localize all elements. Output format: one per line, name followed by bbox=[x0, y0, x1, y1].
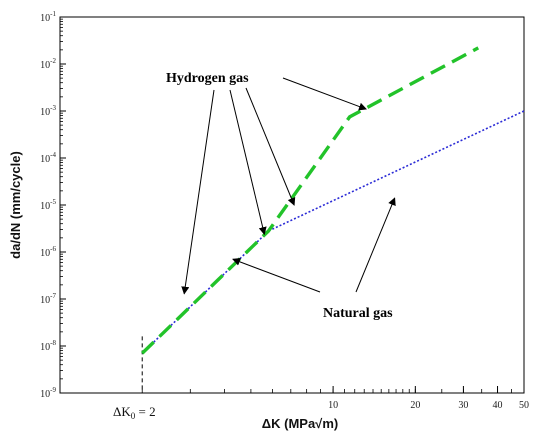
x-tick-label: 50 bbox=[519, 400, 529, 411]
x-tick-label: 30 bbox=[458, 400, 468, 411]
x-tick-label: 10 bbox=[328, 400, 338, 411]
hydrogen-arrow-2 bbox=[229, 89, 267, 236]
y-tick-label: 10-3 bbox=[40, 104, 56, 118]
y-tick-label: 10-5 bbox=[40, 198, 56, 212]
y-axis-ticks: 10-9 10-8 10-7 10-6 10-5 10-4 10-3 10-2 10-1 bbox=[40, 10, 66, 400]
y-tick-label: 10-2 bbox=[40, 57, 56, 71]
hydrogen-arrow-4 bbox=[282, 77, 367, 111]
x-axis-title: ΔK (MPa√m) bbox=[262, 416, 338, 431]
hydrogen-arrow-3 bbox=[245, 87, 296, 206]
threshold-label: ΔK0 = 2 bbox=[113, 404, 156, 421]
annotation-arrows bbox=[181, 77, 396, 295]
y-tick-label: 10-6 bbox=[40, 245, 56, 259]
x-axis-ticks: 10 20 30 40 50 bbox=[141, 336, 529, 411]
y-tick-label: 10-9 bbox=[40, 386, 56, 400]
hydrogen-arrow-1 bbox=[181, 89, 215, 295]
natural-arrow-2 bbox=[355, 197, 396, 293]
y-tick-label: 10-1 bbox=[40, 10, 56, 24]
y-tick-label: 10-7 bbox=[40, 292, 56, 306]
natural-gas-label: Natural gas bbox=[323, 306, 393, 321]
x-tick-label: 20 bbox=[410, 400, 420, 411]
natural-arrow-1 bbox=[232, 258, 321, 293]
hydrogen-gas-line bbox=[141, 46, 480, 355]
series-layer bbox=[141, 46, 525, 355]
y-tick-label: 10-4 bbox=[40, 151, 56, 165]
hydrogen-gas-label: Hydrogen gas bbox=[166, 71, 249, 86]
y-axis-title: da/dN (mm/cycle) bbox=[8, 151, 23, 259]
plot-frame bbox=[59, 16, 525, 394]
x-tick-label: 40 bbox=[493, 400, 503, 411]
y-tick-label: 10-8 bbox=[40, 339, 56, 353]
